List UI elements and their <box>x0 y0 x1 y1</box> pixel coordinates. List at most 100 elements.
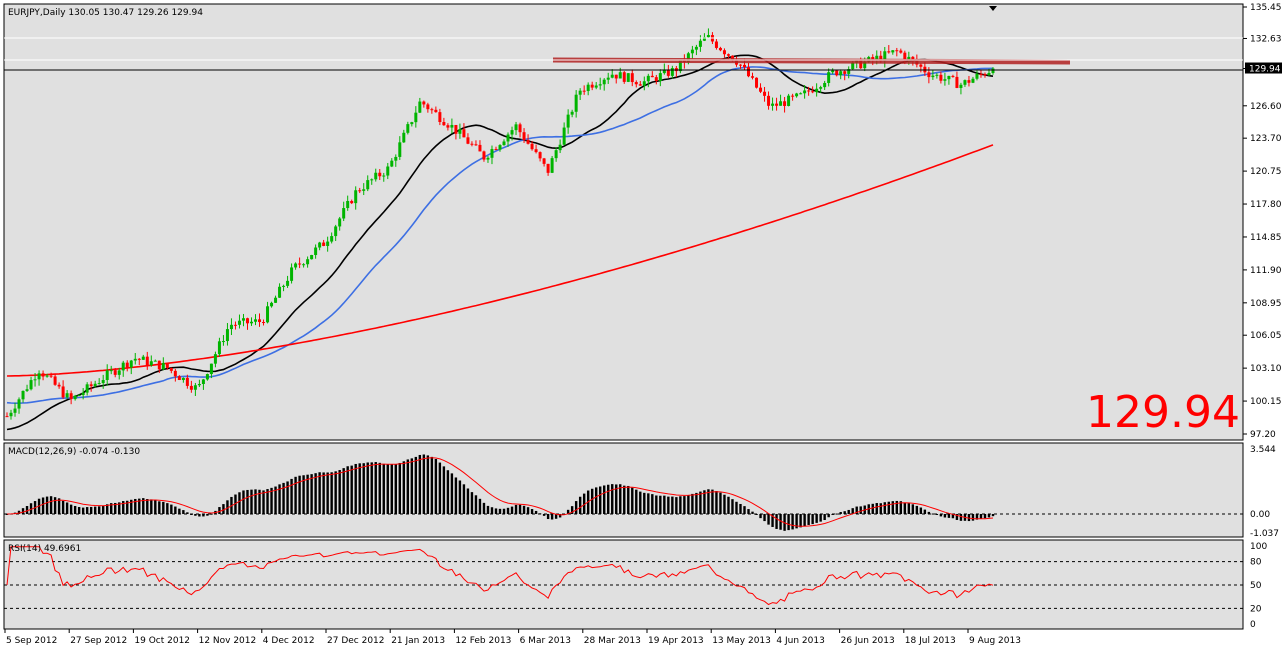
candle[interactable] <box>410 121 414 127</box>
candle[interactable] <box>839 69 843 80</box>
candle[interactable] <box>129 359 133 375</box>
candle[interactable] <box>65 390 69 399</box>
candle[interactable] <box>322 239 326 247</box>
candle[interactable] <box>254 314 258 326</box>
chart-shift-marker[interactable] <box>989 6 997 11</box>
candle[interactable] <box>498 144 502 152</box>
candle[interactable] <box>237 314 241 329</box>
candle[interactable] <box>646 73 650 88</box>
candle[interactable] <box>173 368 177 382</box>
candle[interactable] <box>642 76 646 91</box>
candle[interactable] <box>959 82 963 95</box>
candle[interactable] <box>666 64 670 78</box>
candle[interactable] <box>21 390 25 403</box>
candle[interactable] <box>466 133 470 145</box>
candle[interactable] <box>153 359 157 362</box>
candle[interactable] <box>358 187 362 194</box>
candle[interactable] <box>125 360 129 372</box>
candle[interactable] <box>9 409 13 420</box>
candle[interactable] <box>382 172 386 182</box>
candle[interactable] <box>113 367 117 378</box>
candle[interactable] <box>767 91 771 110</box>
candle[interactable] <box>718 46 722 52</box>
candle[interactable] <box>141 354 145 360</box>
candle[interactable] <box>722 48 726 58</box>
candle[interactable] <box>57 382 61 389</box>
candle[interactable] <box>378 169 382 181</box>
candle[interactable] <box>286 275 290 288</box>
candle[interactable] <box>622 70 626 84</box>
candle[interactable] <box>133 352 137 365</box>
candle[interactable] <box>494 146 498 151</box>
candle[interactable] <box>93 380 97 388</box>
candle[interactable] <box>346 195 350 211</box>
candle[interactable] <box>610 69 614 79</box>
candle[interactable] <box>370 178 374 185</box>
candle[interactable] <box>73 394 77 401</box>
candle[interactable] <box>462 123 466 138</box>
candle[interactable] <box>971 76 975 84</box>
candle[interactable] <box>951 74 955 78</box>
candle[interactable] <box>390 158 394 168</box>
candle[interactable] <box>25 384 29 392</box>
candle[interactable] <box>738 64 742 69</box>
candle[interactable] <box>634 80 638 88</box>
candle[interactable] <box>478 140 482 152</box>
candle[interactable] <box>590 81 594 91</box>
candle[interactable] <box>983 72 987 78</box>
candle[interactable] <box>586 82 590 96</box>
candle[interactable] <box>947 75 951 85</box>
candle[interactable] <box>979 69 983 78</box>
candle[interactable] <box>482 150 486 162</box>
candle[interactable] <box>282 284 286 292</box>
candle[interactable] <box>302 263 306 268</box>
candle[interactable] <box>755 77 759 89</box>
candle[interactable] <box>538 151 542 162</box>
candle[interactable] <box>350 199 354 205</box>
candle[interactable] <box>779 94 783 106</box>
candle[interactable] <box>963 79 967 87</box>
candle[interactable] <box>582 85 586 95</box>
candle[interactable] <box>41 370 45 381</box>
candle[interactable] <box>33 373 37 387</box>
candle[interactable] <box>967 75 971 87</box>
candle[interactable] <box>574 90 578 118</box>
candle[interactable] <box>290 263 294 284</box>
candle[interactable] <box>919 63 923 73</box>
candle[interactable] <box>121 360 125 377</box>
candle[interactable] <box>630 69 634 87</box>
candle[interactable] <box>883 46 887 68</box>
candle[interactable] <box>149 355 153 367</box>
candle[interactable] <box>258 313 262 327</box>
candle[interactable] <box>402 129 406 143</box>
candle[interactable] <box>414 106 418 128</box>
candle[interactable] <box>594 82 598 90</box>
candle[interactable] <box>326 236 330 252</box>
candle[interactable] <box>807 86 811 96</box>
candle[interactable] <box>362 183 366 196</box>
candle[interactable] <box>791 93 795 101</box>
candle[interactable] <box>49 372 53 379</box>
candle[interactable] <box>205 373 209 381</box>
candle[interactable] <box>53 374 57 386</box>
candle[interactable] <box>534 144 538 154</box>
candle[interactable] <box>117 367 121 380</box>
candle[interactable] <box>201 378 205 390</box>
candle[interactable] <box>177 375 181 381</box>
candle[interactable] <box>714 39 718 50</box>
candle[interactable] <box>662 63 666 75</box>
candle[interactable] <box>310 254 314 260</box>
candle[interactable] <box>77 394 81 397</box>
candle[interactable] <box>89 381 93 392</box>
candle[interactable] <box>262 319 266 326</box>
candle[interactable] <box>702 33 706 42</box>
candle[interactable] <box>274 295 278 303</box>
candle[interactable] <box>101 374 105 389</box>
candle[interactable] <box>374 168 378 182</box>
candle[interactable] <box>29 376 33 391</box>
candle[interactable] <box>406 121 410 135</box>
candle[interactable] <box>690 45 694 59</box>
candle[interactable] <box>221 335 225 346</box>
candle[interactable] <box>314 244 318 259</box>
candle[interactable] <box>454 124 458 140</box>
